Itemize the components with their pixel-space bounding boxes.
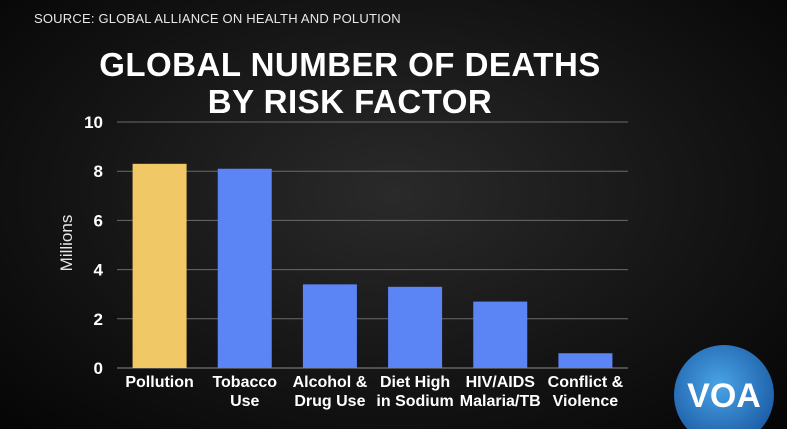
bar xyxy=(473,301,528,368)
bar xyxy=(217,168,272,368)
x-category-label-line: Tobacco xyxy=(212,374,277,391)
chart-title-line-2: BY RISK FACTOR xyxy=(207,83,493,120)
x-category-label-line: Violence xyxy=(553,393,619,410)
chart-title: GLOBAL NUMBER OF DEATHS BY RISK FACTOR xyxy=(0,46,700,120)
voa-logo: VOA xyxy=(674,345,774,429)
bar xyxy=(558,353,613,368)
x-axis-categories: Pollution Tobacco Use Alcohol & Drug Use Diet… xyxy=(125,374,623,410)
bars xyxy=(132,163,613,368)
bar xyxy=(132,163,187,368)
bar xyxy=(388,286,443,368)
y-tick-label: 10 xyxy=(84,113,103,132)
x-category-label-line: Pollution xyxy=(125,374,193,391)
x-category-label: Tobacco Use xyxy=(212,374,277,410)
y-axis-ticks: 0 2 4 6 8 10 xyxy=(84,113,103,378)
x-category-label-line: in Sodium xyxy=(376,393,453,410)
y-tick-label: 0 xyxy=(94,359,103,378)
x-category-label-line: Alcohol & xyxy=(293,374,368,391)
x-category-label: Pollution xyxy=(125,374,193,391)
x-category-label-line: Drug Use xyxy=(294,393,365,410)
x-category-label-line: Diet High xyxy=(380,374,450,391)
x-category-label-line: Malaria/TB xyxy=(460,393,541,410)
x-category-label-line: HIV/AIDS xyxy=(466,374,536,391)
y-tick-label: 6 xyxy=(94,211,103,230)
gridlines xyxy=(117,121,628,369)
x-category-label-line: Use xyxy=(230,393,259,410)
source-caption: SOURCE: GLOBAL ALLIANCE ON HEALTH AND PO… xyxy=(34,11,401,26)
x-category-label: Diet High in Sodium xyxy=(376,374,453,410)
y-tick-label: 2 xyxy=(94,310,103,329)
voa-logo-text: VOA xyxy=(687,377,761,415)
y-axis-label: Millions xyxy=(57,215,76,272)
y-tick-label: 4 xyxy=(94,261,104,280)
x-category-label: Alcohol & Drug Use xyxy=(293,374,368,410)
x-category-label: HIV/AIDS Malaria/TB xyxy=(460,374,541,410)
y-tick-label: 8 xyxy=(94,162,103,181)
x-category-label: Conflict & Violence xyxy=(548,374,624,410)
x-category-label-line: Conflict & xyxy=(548,374,624,391)
chart-title-line-1: GLOBAL NUMBER OF DEATHS xyxy=(99,46,601,83)
bar xyxy=(302,284,357,368)
